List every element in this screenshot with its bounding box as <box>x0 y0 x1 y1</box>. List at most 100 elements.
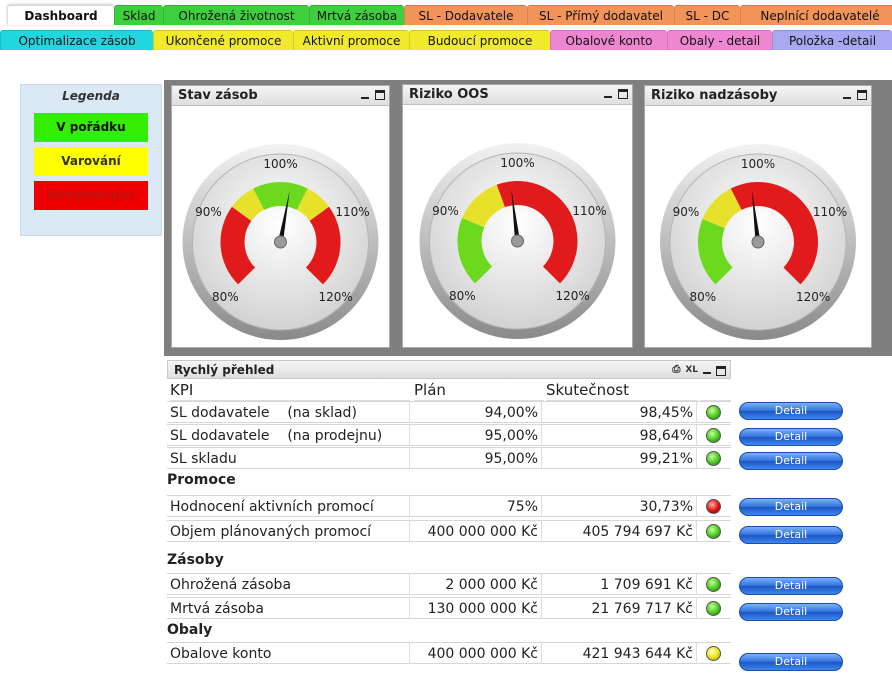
status-green-light-icon <box>706 577 721 592</box>
plan-cell: 95,00% <box>410 425 542 446</box>
actual-cell: 1 709 691 Kč <box>542 574 697 595</box>
actual-cell: 21 769 717 Kč <box>542 598 697 619</box>
gauge-tick-label: 80% <box>212 290 239 304</box>
legend-item-failing: Nevyhovující <box>34 181 148 210</box>
tab-r2-5[interactable]: Obaly - detail <box>667 30 772 50</box>
minimize-icon[interactable] <box>604 87 612 101</box>
plan-cell: 400 000 000 Kč <box>410 643 542 664</box>
section-heading: Promoce <box>167 472 236 488</box>
detail-button[interactable]: Detail <box>739 452 843 470</box>
detail-button[interactable]: Detail <box>739 526 843 544</box>
legend-item-ok: V pořádku <box>34 113 148 142</box>
tab-r1-4[interactable]: SL - Dodavatele <box>404 5 527 25</box>
maximize-icon[interactable] <box>375 90 385 100</box>
gauge-caption[interactable]: Riziko OOS <box>403 85 632 105</box>
tab-r2-2[interactable]: Aktivní promoce <box>293 30 409 50</box>
print-icon[interactable]: ⎙ <box>672 364 681 375</box>
gauge-band <box>496 180 578 284</box>
tab-r2-1[interactable]: Ukončené promoce <box>153 30 293 50</box>
status-cell <box>697 496 731 517</box>
tab-r1-7[interactable]: Neplnící dodavatelé <box>740 5 892 25</box>
column-header-plan[interactable]: Plán <box>414 379 544 401</box>
gauge-overstock: 80% 90% 100% 110% 120% <box>660 144 856 340</box>
plan-cell: 75% <box>410 496 542 517</box>
gauge-tick-label: 120% <box>318 290 352 304</box>
table-row[interactable]: Obalove konto 400 000 000 Kč 421 943 644 K… <box>167 642 731 664</box>
plan-cell: 94,00% <box>410 402 542 423</box>
detail-button[interactable]: Detail <box>739 653 843 671</box>
tab-r1-6[interactable]: SL - DC <box>674 5 740 25</box>
maximize-icon[interactable] <box>716 366 726 376</box>
table-row[interactable]: Mrtvá zásoba 130 000 000 Kč 21 769 717 Kč <box>167 597 731 619</box>
gauge-band <box>457 218 493 284</box>
gauge-hub <box>274 235 287 249</box>
column-header-status <box>700 379 731 401</box>
gauge-hub <box>511 234 524 248</box>
status-cell <box>697 448 731 469</box>
minimize-icon[interactable] <box>703 363 711 377</box>
status-cell <box>697 521 731 542</box>
table-row[interactable]: Objem plánovaných promocí 400 000 000 Kč 4… <box>167 520 731 542</box>
tab-r1-1[interactable]: Sklad <box>114 5 163 25</box>
table-row[interactable]: Ohrožená zásoba 2 000 000 Kč 1 709 691 Kč <box>167 573 731 595</box>
gauge-hub <box>751 235 765 249</box>
kpi-cell: Ohrožená zásoba <box>167 574 410 595</box>
gauge-caption[interactable]: Stav zásob <box>172 86 389 106</box>
table-row[interactable]: SL skladu 95,00% 99,21% <box>167 447 731 469</box>
actual-cell: 98,64% <box>542 425 697 446</box>
legend-title: Legenda <box>62 89 120 103</box>
gauge-tick-label: 100% <box>741 157 775 171</box>
detail-button[interactable]: Detail <box>739 577 843 595</box>
maximize-icon[interactable] <box>857 90 867 100</box>
gauge-band <box>730 181 818 285</box>
gauge-needle <box>278 190 290 243</box>
kpi-cell: Mrtvá zásoba <box>167 598 410 619</box>
status-red-light-icon <box>706 499 721 514</box>
minimize-icon[interactable] <box>843 88 851 102</box>
tab-r2-0[interactable]: Optimalizace zásob <box>0 30 153 50</box>
gauge-tick-label: 80% <box>690 290 717 304</box>
actual-cell: 30,73% <box>542 496 697 517</box>
detail-button[interactable]: Detail <box>739 498 843 516</box>
table-row[interactable]: SL dodavatele (na prodejnu) 95,00% 98,64% <box>167 424 731 446</box>
detail-button[interactable]: Detail <box>739 428 843 446</box>
actual-cell: 405 794 697 Kč <box>542 521 697 542</box>
gauge-band <box>253 182 308 210</box>
minimize-icon[interactable] <box>361 88 369 102</box>
gauge-stock: 80% 90% 100% 110% 120% <box>182 144 379 340</box>
column-header-kpi[interactable]: KPI <box>170 379 410 401</box>
gauge-oos: 80% 90% 100% 110% 120% <box>419 143 616 339</box>
actual-cell: 421 943 644 Kč <box>542 643 697 664</box>
tab-r2-4[interactable]: Obalové konto <box>550 30 667 50</box>
tab-r1-0[interactable]: Dashboard <box>7 5 114 25</box>
tab-r2-6[interactable]: Položka -detail <box>772 30 892 50</box>
gauge-caption[interactable]: Riziko nadzásoby <box>645 86 871 106</box>
gauge-tick-label: 110% <box>813 205 847 219</box>
table-row[interactable]: SL dodavatele (na sklad) 94,00% 98,45% <box>167 401 731 423</box>
kpi-table-caption[interactable]: Rychlý přehled ⎙ XL <box>167 360 731 379</box>
tab-r1-2[interactable]: Ohrožená životnost <box>163 5 309 25</box>
plan-cell: 95,00% <box>410 448 542 469</box>
status-green-light-icon <box>706 405 721 420</box>
detail-button[interactable]: Detail <box>739 402 843 420</box>
gauge-panel-overstock: Riziko nadzásoby 80% 90% 100% 110% 120% <box>644 85 872 348</box>
status-cell <box>697 643 731 664</box>
plan-cell: 400 000 000 Kč <box>410 521 542 542</box>
gauge-band <box>305 206 341 285</box>
tab-r1-5[interactable]: SL - Přímý dodavatel <box>527 5 674 25</box>
kpi-cell: SL dodavatele (na prodejnu) <box>167 425 410 446</box>
column-header-actual[interactable]: Skutečnost <box>546 379 698 401</box>
status-green-light-icon <box>706 524 721 539</box>
detail-button[interactable]: Detail <box>739 603 843 621</box>
tab-r1-3[interactable]: Mrtvá zásoba <box>309 5 404 25</box>
maximize-icon[interactable] <box>618 89 628 99</box>
table-row[interactable]: Hodnocení aktivních promocí 75% 30,73% <box>167 495 731 517</box>
sheet-tabs-row-2: Optimalizace zásob Ukončené promoce Aktivn… <box>0 30 892 50</box>
excel-export-icon[interactable]: XL <box>685 365 698 375</box>
status-cell <box>697 574 731 595</box>
tab-r2-3[interactable]: Budoucí promoce <box>409 30 550 50</box>
status-cell <box>697 425 731 446</box>
gauge-band <box>462 184 506 228</box>
gauge-tick-label: 110% <box>572 204 606 218</box>
gauge-needle <box>751 190 761 243</box>
